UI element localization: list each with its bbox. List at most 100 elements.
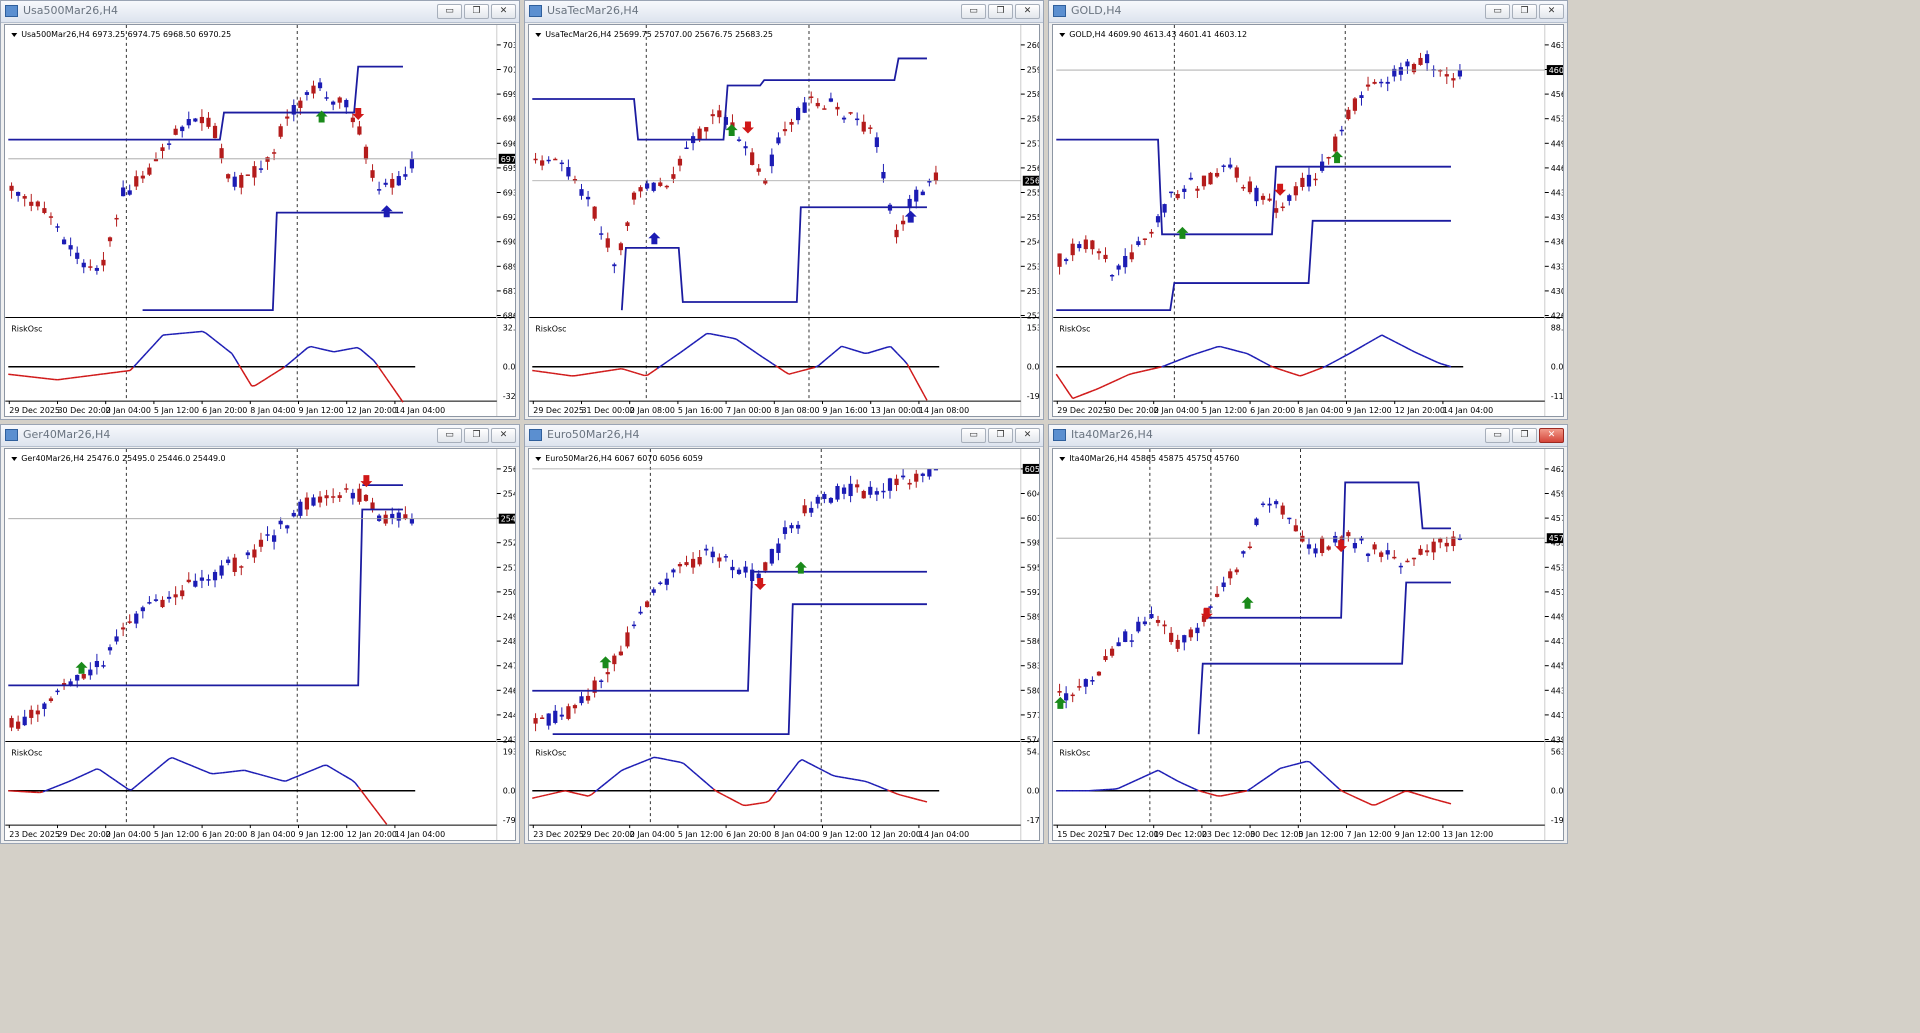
window-titlebar[interactable]: Euro50Mar26,H4 ▭ ❐ ✕ <box>525 425 1043 447</box>
oscillator-segment <box>1361 343 1366 347</box>
price-chart[interactable]: Usa500Mar26,H4 6973.25 6974.75 6968.50 6… <box>4 24 516 417</box>
oscillator-segment <box>205 332 210 337</box>
minimize-button[interactable]: ▭ <box>1485 428 1510 443</box>
candle-body <box>180 590 185 597</box>
x-tick-label: 5 Jan 12:00 <box>678 830 723 839</box>
y-tick-label: 25320.30 <box>1027 287 1040 296</box>
oscillator-segment <box>795 370 799 374</box>
candle-body <box>572 179 578 181</box>
candle-body <box>370 502 375 510</box>
price-chart[interactable]: GOLD,H4 4609.90 4613.43 4601.41 4603.12 4… <box>1052 24 1564 417</box>
close-button[interactable]: ✕ <box>1015 428 1040 443</box>
minimize-button[interactable]: ▭ <box>961 428 986 443</box>
restore-button[interactable]: ❐ <box>1512 4 1537 19</box>
candle-body <box>592 680 597 693</box>
chart-window-usa500[interactable]: Usa500Mar26,H4 ▭ ❐ ✕ Usa500Mar26,H4 6973… <box>0 0 520 420</box>
oscillator-segment <box>269 776 274 779</box>
restore-button[interactable]: ❐ <box>1512 428 1537 443</box>
candle-body <box>1352 98 1358 111</box>
candle-body <box>1444 542 1449 547</box>
oscillator-segment <box>300 349 305 354</box>
window-titlebar[interactable]: Ita40Mar26,H4 ▭ ❐ ✕ <box>1049 425 1567 447</box>
price-chart[interactable]: Ita40Mar26,H4 45865 45875 45750 45760 462… <box>1052 448 1564 841</box>
oscillator-segment <box>49 787 53 790</box>
candle-body <box>22 196 27 199</box>
oscillator-segment <box>1424 795 1429 799</box>
minimize-button[interactable]: ▭ <box>1485 4 1510 19</box>
close-button[interactable]: ✕ <box>491 428 516 443</box>
oscillator-segment <box>555 791 559 794</box>
x-tick-label: 7 Jan 00:00 <box>726 406 771 415</box>
close-button[interactable]: ✕ <box>1539 4 1564 19</box>
window-titlebar[interactable]: Usa500Mar26,H4 ▭ ❐ ✕ <box>1 1 519 23</box>
oscillator-segment <box>86 771 91 774</box>
oscillator-segment <box>77 775 82 779</box>
close-button[interactable]: ✕ <box>1015 4 1040 19</box>
price-chart[interactable]: Euro50Mar26,H4 6067 6070 6056 6059607460… <box>528 448 1040 841</box>
candle-body <box>841 487 847 494</box>
minimize-button[interactable]: ▭ <box>437 4 462 19</box>
minimize-button[interactable]: ▭ <box>961 4 986 19</box>
oscillator-segment <box>916 381 922 389</box>
price-chart[interactable]: UsaTecMar26,H4 25699.75 25707.00 25676.7… <box>528 24 1040 417</box>
minimize-button[interactable]: ▭ <box>437 428 462 443</box>
price-chart[interactable]: Ger40Mar26,H4 25476.0 25495.0 25446.0 25… <box>4 448 516 841</box>
oscillator-segment <box>348 777 353 781</box>
candle-body <box>173 594 178 598</box>
oscillator-segment <box>45 788 50 792</box>
oscillator-segment <box>1128 372 1133 376</box>
window-titlebar[interactable]: Ger40Mar26,H4 ▭ ❐ ✕ <box>1 425 519 447</box>
oscillator-segment <box>1391 339 1396 343</box>
oscillator-segment <box>1131 372 1136 375</box>
candle-body <box>311 497 316 506</box>
candle-body <box>1280 505 1285 515</box>
osc-tick-label: 193.486 <box>503 747 516 756</box>
close-button[interactable]: ✕ <box>1539 428 1564 443</box>
price-label-box <box>1022 175 1039 186</box>
oscillator-segment <box>821 359 826 364</box>
close-button[interactable]: ✕ <box>491 4 516 19</box>
window-titlebar[interactable]: UsaTecMar26,H4 ▭ ❐ ✕ <box>525 1 1043 23</box>
x-tick-label: 2 Jan 08:00 <box>630 406 675 415</box>
x-tick-label: 15 Dec 2025 <box>1057 830 1108 839</box>
sell-arrow-icon <box>1274 183 1287 196</box>
oscillator-segment <box>1365 801 1370 805</box>
restore-button[interactable]: ❐ <box>988 428 1013 443</box>
candle-body <box>1188 177 1193 180</box>
chart-window-ger40[interactable]: Ger40Mar26,H4 ▭ ❐ ✕ Ger40Mar26,H4 25476.… <box>0 424 520 844</box>
x-tick-label: 9 Jan 12:00 <box>823 830 868 839</box>
candle-body <box>1057 691 1062 693</box>
candle-body <box>1306 544 1312 549</box>
restore-button[interactable]: ❐ <box>464 428 489 443</box>
oscillator-segment <box>335 770 340 774</box>
oscillator-segment <box>58 783 63 787</box>
oscillator-segment <box>1398 792 1402 796</box>
y-tick-label: 4532.90 <box>1551 115 1564 124</box>
restore-button[interactable]: ❐ <box>464 4 489 19</box>
candle-body <box>592 206 597 219</box>
oscillator-segment <box>139 356 144 361</box>
oscillator-segment <box>758 354 763 358</box>
chart-window-gold[interactable]: GOLD,H4 ▭ ❐ ✕ GOLD,H4 4609.90 4613.43 46… <box>1048 0 1568 420</box>
oscillator-segment <box>257 380 262 385</box>
oscillator-segment <box>202 330 206 334</box>
oscillator-segment <box>364 794 369 800</box>
restore-button[interactable]: ❐ <box>988 4 1013 19</box>
oscillator-segment <box>759 802 763 805</box>
oscillator-segment <box>784 774 790 780</box>
oscillator-segment <box>775 787 780 793</box>
candle-body <box>704 127 709 132</box>
window-titlebar[interactable]: GOLD,H4 ▭ ❐ ✕ <box>1049 1 1567 23</box>
candle-body <box>1274 501 1279 505</box>
oscillator-segment <box>791 371 796 375</box>
oscillator-segment <box>1322 365 1327 369</box>
oscillator-segment <box>263 774 268 778</box>
oscillator-segment <box>55 784 60 788</box>
chart-window-euro50[interactable]: Euro50Mar26,H4 ▭ ❐ ✕ Euro50Mar26,H4 6067… <box>524 424 1044 844</box>
oscillator-segment <box>1184 355 1189 359</box>
chart-window-usatec[interactable]: UsaTecMar26,H4 ▭ ❐ ✕ UsaTecMar26,H4 2569… <box>524 0 1044 420</box>
oscillator-segment <box>587 793 592 797</box>
chart-window-ita40[interactable]: Ita40Mar26,H4 ▭ ❐ ✕ Ita40Mar26,H4 45865 … <box>1048 424 1568 844</box>
oscillator-segment <box>1151 367 1156 370</box>
candle-body <box>245 174 250 176</box>
